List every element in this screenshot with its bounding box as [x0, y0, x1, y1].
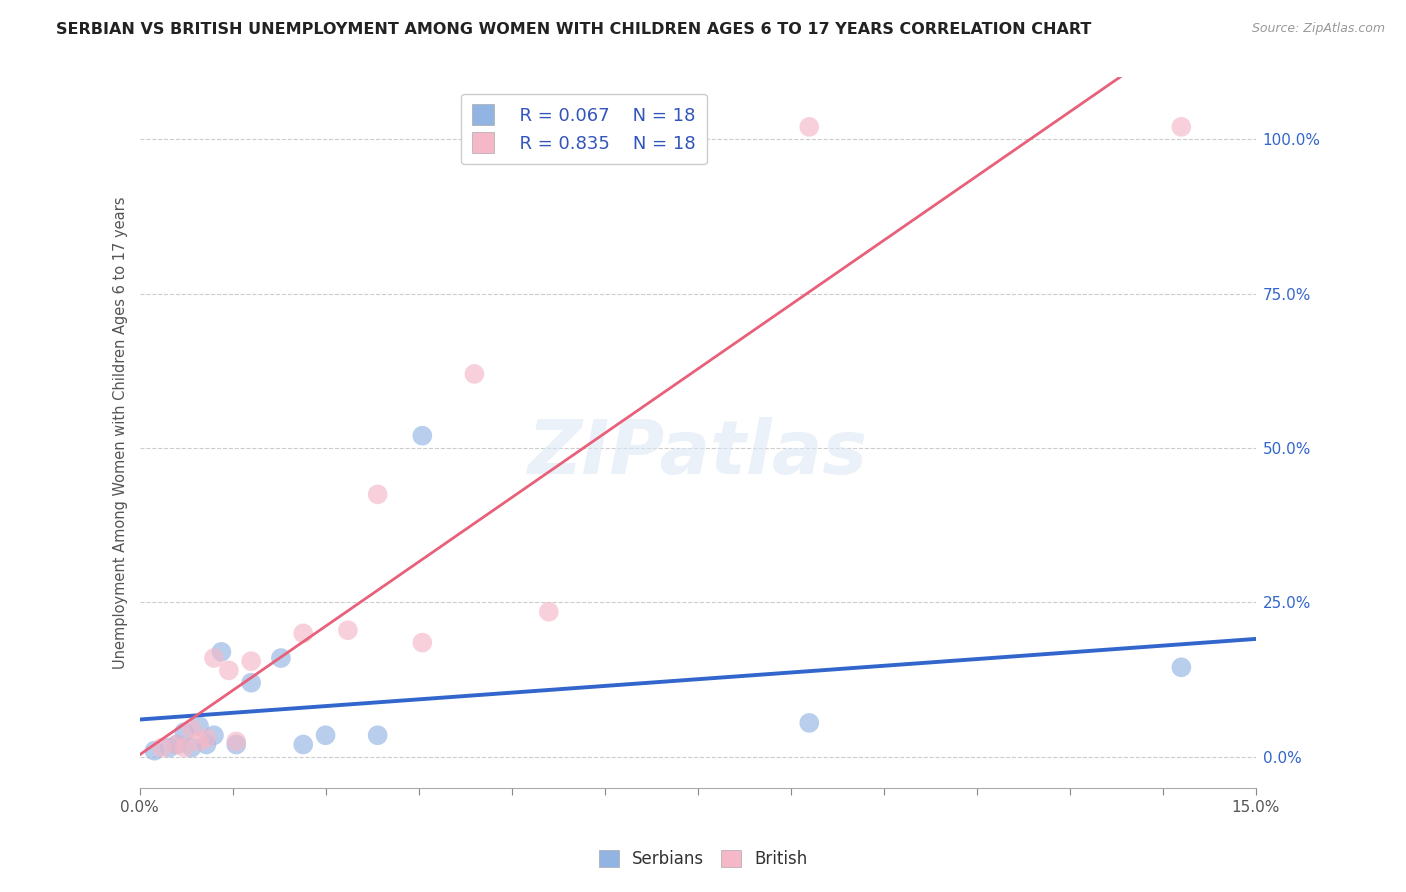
Text: Source: ZipAtlas.com: Source: ZipAtlas.com [1251, 22, 1385, 36]
Point [143, 744, 166, 758]
Point [180, 722, 202, 736]
Point [799, 120, 821, 134]
Point [240, 654, 263, 668]
Point [195, 731, 218, 746]
Y-axis label: Unemployment Among Women with Children Ages 6 to 17 years: Unemployment Among Women with Children A… [114, 196, 128, 669]
Point [1170, 120, 1192, 134]
Point [218, 664, 240, 678]
Point [188, 719, 211, 733]
Point [411, 428, 433, 442]
Point [173, 725, 195, 739]
Point [799, 715, 821, 730]
Point [367, 728, 389, 742]
Point [209, 645, 232, 659]
Point [240, 675, 263, 690]
Point [188, 734, 211, 748]
Point [463, 367, 485, 381]
Point [336, 624, 359, 638]
Point [180, 740, 202, 755]
Text: ZIPatlas: ZIPatlas [527, 417, 868, 491]
Point [173, 740, 195, 755]
Point [202, 728, 225, 742]
Point [157, 740, 180, 755]
Point [270, 651, 292, 665]
Point [202, 651, 225, 665]
Legend: Serbians, British: Serbians, British [592, 843, 814, 875]
Point [195, 738, 218, 752]
Point [367, 487, 389, 501]
Point [292, 738, 315, 752]
Point [537, 605, 560, 619]
Point [292, 626, 315, 640]
Point [150, 740, 173, 755]
Point [315, 728, 337, 742]
Point [166, 738, 188, 752]
Point [225, 734, 247, 748]
Point [225, 738, 247, 752]
Point [166, 738, 188, 752]
Legend:   R = 0.067    N = 18,   R = 0.835    N = 18: R = 0.067 N = 18, R = 0.835 N = 18 [461, 94, 706, 164]
Point [411, 635, 433, 649]
Point [1170, 660, 1192, 674]
Text: SERBIAN VS BRITISH UNEMPLOYMENT AMONG WOMEN WITH CHILDREN AGES 6 TO 17 YEARS COR: SERBIAN VS BRITISH UNEMPLOYMENT AMONG WO… [56, 22, 1091, 37]
